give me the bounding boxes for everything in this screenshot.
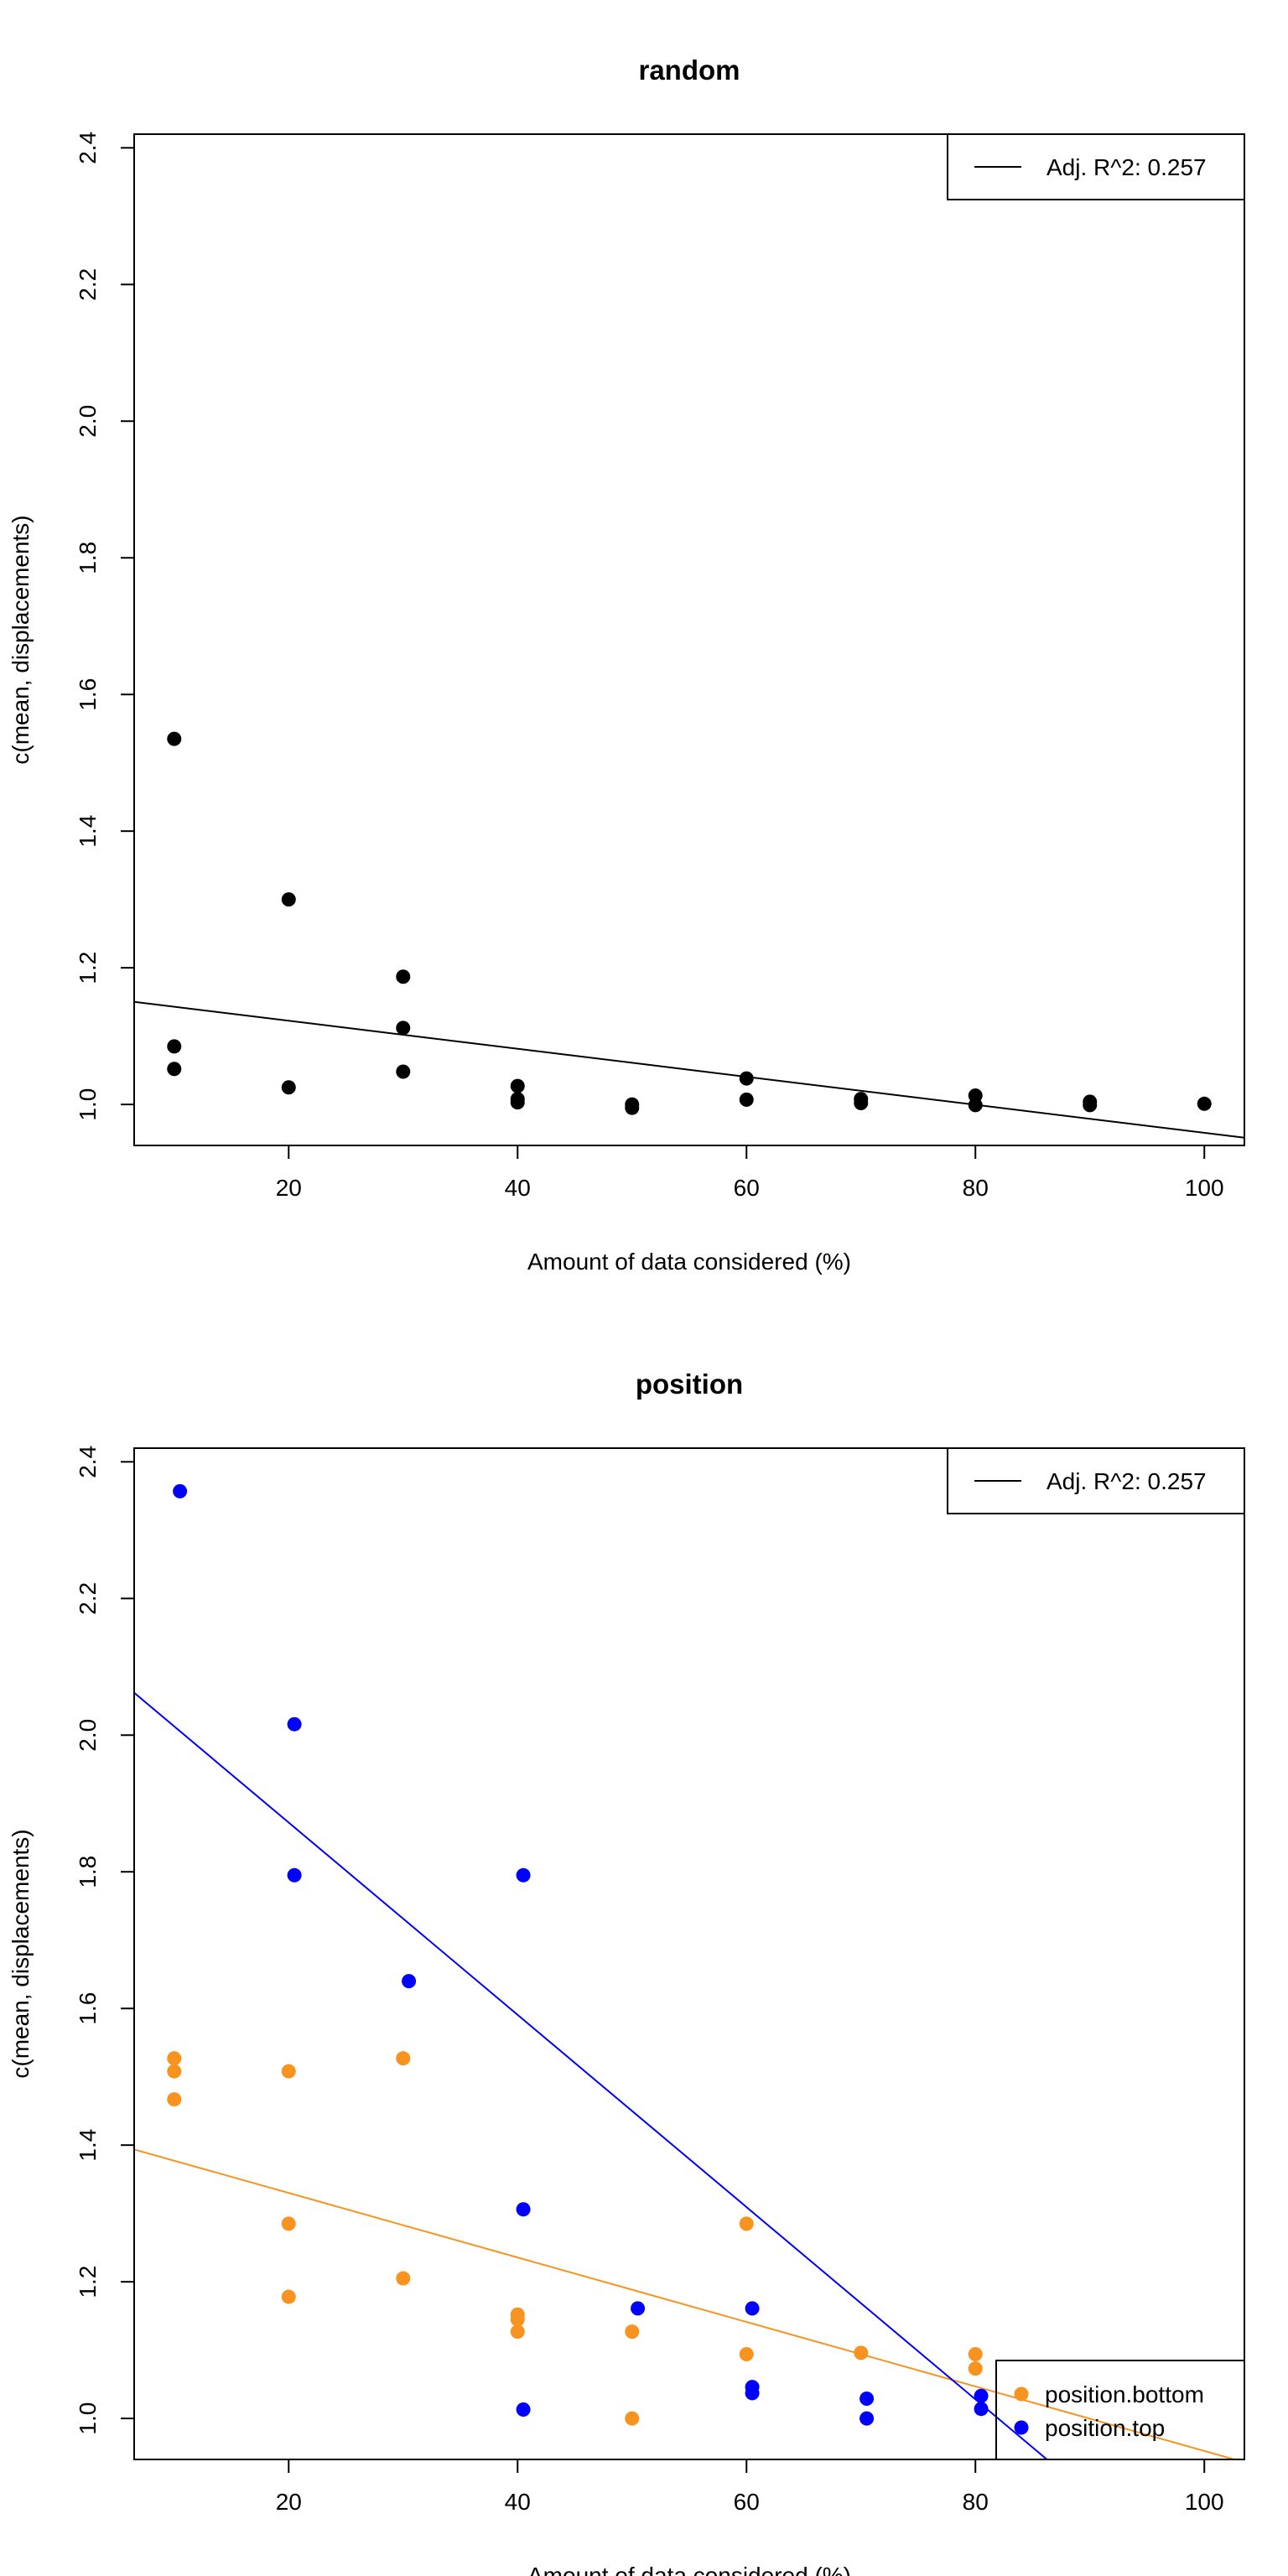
y-tick-label: 1.8: [75, 1856, 101, 1888]
y-tick-label: 2.2: [75, 1582, 101, 1615]
data-point-series-0: [167, 1039, 182, 1054]
x-tick-label: 80: [963, 1175, 989, 1201]
y-tick-label: 2.2: [75, 268, 101, 301]
x-tick-label: 20: [276, 1175, 302, 1201]
y-tick-label: 1.2: [75, 952, 101, 984]
data-point-series-0: [739, 1071, 754, 1086]
data-point-position.top: [516, 2202, 531, 2217]
legend-dot-symbol: [1014, 2420, 1029, 2435]
legend-top-right: Adj. R^2: 0.257: [947, 133, 1245, 200]
data-point-position.bottom: [854, 2345, 869, 2360]
x-tick-label: 60: [734, 1175, 760, 1201]
y-tick-label: 1.8: [75, 542, 101, 574]
y-tick-label: 2.4: [75, 1446, 101, 1478]
data-point-position.bottom: [510, 2312, 525, 2327]
data-point-position.top: [974, 2388, 989, 2403]
x-tick-label: 40: [505, 2489, 531, 2515]
legend-label: position.top: [1045, 2415, 1165, 2441]
y-tick-label: 1.4: [75, 2129, 101, 2162]
data-point-position.bottom: [396, 2271, 411, 2286]
plot-frame: [133, 1447, 1245, 2460]
legend-label: Adj. R^2: 0.257: [1046, 1468, 1207, 1494]
data-point-position.bottom: [625, 2324, 640, 2340]
data-point-position.top: [287, 1867, 302, 1883]
data-point-series-0: [167, 731, 182, 746]
fit-line-position.bottom: [134, 2148, 1238, 2459]
data-point-position.bottom: [167, 2064, 182, 2079]
data-point-position.top: [745, 2386, 760, 2401]
legend-label: Adj. R^2: 0.257: [1046, 154, 1207, 180]
data-point-position.bottom: [281, 2289, 296, 2304]
data-point-series-0: [167, 1062, 182, 1077]
x-tick-label: 80: [963, 2489, 989, 2515]
x-tick-label: 100: [1185, 2489, 1224, 2515]
data-point-position.top: [745, 2301, 760, 2316]
data-point-position.bottom: [510, 2324, 525, 2340]
y-tick-label: 1.2: [75, 2266, 101, 2298]
data-point-series-0: [1197, 1096, 1212, 1111]
y-tick-label: 1.0: [75, 1088, 101, 1121]
y-tick-label: 1.6: [75, 1992, 101, 2025]
data-point-position.bottom: [625, 2411, 640, 2426]
x-axis-label: Amount of data considered (%): [527, 2563, 851, 2576]
legend-box: [995, 2360, 1245, 2460]
y-tick-label: 1.6: [75, 678, 101, 711]
data-point-series-0: [281, 1080, 296, 1095]
data-point-position.top: [173, 1483, 188, 1498]
y-tick-label: 2.0: [75, 1719, 101, 1752]
legend-dot-symbol: [1014, 2386, 1029, 2402]
data-point-series-0: [1083, 1098, 1098, 1113]
data-point-position.top: [631, 2301, 646, 2316]
data-point-position.bottom: [739, 2216, 754, 2231]
data-point-position.top: [860, 2411, 875, 2426]
y-axis-label: c(mean, displacements): [8, 1829, 34, 2078]
data-point-position.top: [516, 2402, 531, 2418]
data-point-position.bottom: [167, 2092, 182, 2107]
data-point-series-0: [281, 892, 296, 907]
plot-frame: [133, 133, 1245, 1146]
data-point-position.bottom: [281, 2064, 296, 2079]
data-point-position.bottom: [968, 2361, 983, 2376]
y-tick-label: 1.0: [75, 2402, 101, 2435]
y-tick-label: 2.4: [75, 132, 101, 164]
data-point-series-0: [396, 1064, 411, 1079]
data-point-series-0: [510, 1095, 525, 1110]
data-point-series-0: [739, 1092, 754, 1107]
data-point-position.bottom: [281, 2216, 296, 2231]
x-tick-label: 40: [505, 1175, 531, 1201]
fit-line-position.top: [134, 1691, 1049, 2459]
data-point-series-0: [396, 969, 411, 984]
data-point-position.top: [402, 1974, 417, 1989]
x-axis-label: Amount of data considered (%): [527, 1249, 851, 1275]
data-point-series-0: [510, 1078, 525, 1093]
chart-panel-random: random 20 40 60 80 100 1.0 1.2 1.4 1.6 1.8 2.0 2.2 2.…: [8, 55, 1245, 1275]
data-point-series-0: [854, 1095, 869, 1110]
legend-label: position.bottom: [1045, 2381, 1204, 2407]
y-axis-label: c(mean, displacements): [8, 515, 34, 764]
data-point-position.bottom: [968, 2347, 983, 2362]
data-point-position.top: [974, 2402, 989, 2417]
chart-title: position: [636, 1368, 743, 1400]
x-tick-label: 60: [734, 2489, 760, 2515]
x-tick-label: 100: [1185, 1175, 1224, 1201]
data-point-series-0: [968, 1098, 983, 1113]
y-tick-label: 2.0: [75, 405, 101, 438]
data-point-position.top: [516, 1867, 531, 1883]
chart-title: random: [638, 55, 740, 86]
data-point-series-0: [396, 1021, 411, 1036]
data-point-position.bottom: [167, 2051, 182, 2066]
y-tick-label: 1.4: [75, 815, 101, 848]
data-point-series-0: [625, 1100, 640, 1115]
legend-bottom-right: position.bottom position.top: [995, 2360, 1245, 2460]
fit-line-series-0: [134, 1000, 1244, 1139]
legend-top-right: Adj. R^2: 0.257: [947, 1447, 1245, 1514]
data-point-position.bottom: [396, 2051, 411, 2066]
data-point-position.top: [287, 1716, 302, 1732]
data-point-position.top: [860, 2391, 875, 2406]
data-point-position.bottom: [739, 2347, 754, 2362]
x-tick-label: 20: [276, 2489, 302, 2515]
chart-panel-position: position 20 40 60 80 100 1.0 1.2 1.4 1.6 1.8 2.0 2.2…: [8, 1368, 1245, 2576]
